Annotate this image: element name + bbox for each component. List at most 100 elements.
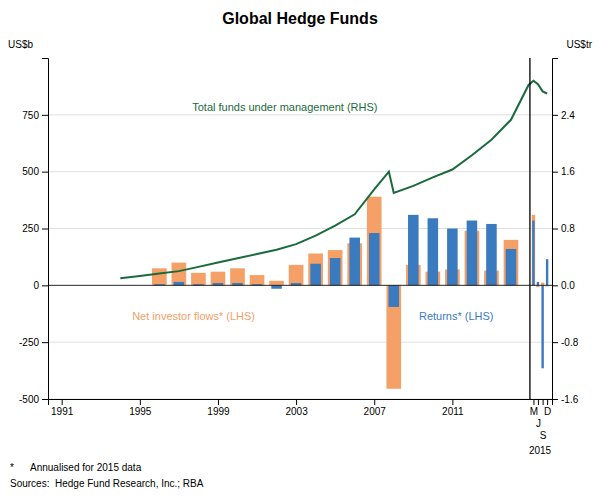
tick: 750 bbox=[22, 110, 48, 121]
tick-label: 0.0 bbox=[561, 280, 575, 291]
tick: 1991 bbox=[51, 399, 74, 417]
tick: 500 bbox=[22, 166, 48, 177]
bar bbox=[504, 240, 519, 285]
grid-line bbox=[48, 285, 552, 286]
tick-mark bbox=[42, 342, 48, 343]
tick: 0 bbox=[33, 280, 48, 291]
tick-mark bbox=[552, 342, 558, 343]
axis-line bbox=[553, 59, 559, 400]
tick: -0.8 bbox=[552, 337, 579, 348]
tick: 1.6 bbox=[552, 166, 575, 177]
tick-mark bbox=[140, 399, 141, 405]
tick-label: M bbox=[530, 406, 538, 417]
tick-mark bbox=[452, 399, 453, 405]
bar bbox=[172, 263, 187, 286]
bar bbox=[310, 264, 321, 286]
bar bbox=[506, 249, 517, 285]
series-label: Net investor flows* (LHS) bbox=[132, 310, 255, 322]
bar bbox=[537, 282, 539, 285]
tick: D bbox=[544, 399, 551, 417]
tick-mark bbox=[374, 399, 375, 405]
tick-label: 500 bbox=[22, 166, 39, 177]
footnote: Sources: Hedge Fund Research, Inc.; RBA bbox=[10, 478, 204, 489]
tick-label: -0.8 bbox=[561, 337, 579, 348]
tick-mark bbox=[42, 285, 48, 286]
bar bbox=[289, 265, 304, 285]
bar bbox=[349, 238, 360, 286]
bar bbox=[211, 272, 226, 286]
separator-line bbox=[529, 58, 530, 399]
bar bbox=[546, 259, 548, 285]
bar bbox=[269, 281, 284, 286]
line bbox=[120, 81, 547, 278]
grid-line bbox=[48, 342, 552, 343]
series-label: Total funds under management (RHS) bbox=[192, 101, 377, 113]
axis-title: US$b bbox=[8, 39, 33, 50]
bar bbox=[328, 250, 343, 285]
tick-label: -500 bbox=[19, 394, 39, 405]
tick-mark bbox=[42, 399, 48, 400]
plot-area bbox=[48, 58, 552, 399]
tick-mark bbox=[552, 172, 558, 173]
bar bbox=[408, 215, 419, 285]
tick-label: 2007 bbox=[364, 406, 387, 417]
tick-label: 750 bbox=[22, 110, 39, 121]
tick-mark bbox=[552, 229, 558, 230]
axis-title: US$tr bbox=[566, 39, 592, 50]
tick: -250 bbox=[19, 337, 48, 348]
tick-label: 0 bbox=[33, 280, 39, 291]
axis: -500 -250 0 250 500 750 bbox=[19, 59, 49, 405]
bar bbox=[386, 285, 401, 388]
bar bbox=[447, 229, 458, 286]
tick-mark bbox=[552, 285, 558, 286]
axis-line bbox=[42, 59, 49, 400]
tick: 2003 bbox=[285, 399, 308, 417]
tick-label: D bbox=[544, 406, 551, 417]
tick-mark bbox=[547, 399, 548, 405]
bar bbox=[388, 285, 399, 307]
tick: 0.8 bbox=[552, 223, 575, 234]
tick-label: S bbox=[540, 430, 547, 441]
bar-series bbox=[154, 215, 548, 368]
series-label: Returns* (LHS) bbox=[419, 310, 494, 322]
tick-mark bbox=[42, 115, 48, 116]
tick-mark bbox=[552, 115, 558, 116]
tick-mark bbox=[538, 399, 539, 405]
tick-label: 0.8 bbox=[561, 223, 575, 234]
tick: 2007 bbox=[364, 399, 387, 417]
tick-mark bbox=[543, 399, 544, 405]
tick-label: J bbox=[536, 418, 541, 429]
bar bbox=[532, 221, 534, 286]
axis: 199119951999200320072011MJSD bbox=[49, 399, 553, 441]
bar-series bbox=[152, 197, 549, 389]
bar bbox=[467, 221, 478, 286]
tick-mark bbox=[42, 172, 48, 173]
tick-mark bbox=[62, 399, 63, 405]
bar bbox=[174, 282, 185, 285]
tick-mark bbox=[42, 229, 48, 230]
tick-label: 1991 bbox=[51, 406, 74, 417]
tick: 250 bbox=[22, 223, 48, 234]
tick-label: 1.6 bbox=[561, 166, 575, 177]
grid-line bbox=[48, 114, 552, 115]
tick-label: 2.4 bbox=[561, 110, 575, 121]
tick-label: 2003 bbox=[285, 406, 308, 417]
tick-label: 1995 bbox=[129, 406, 152, 417]
bar bbox=[308, 254, 323, 286]
tick: -1.6 bbox=[552, 394, 579, 405]
tick: J bbox=[536, 399, 541, 429]
tick-mark bbox=[533, 399, 534, 405]
bar bbox=[541, 283, 544, 286]
bar bbox=[367, 197, 382, 286]
bar bbox=[532, 215, 535, 285]
tick: M bbox=[530, 399, 538, 417]
bar bbox=[486, 224, 497, 285]
grid-line bbox=[48, 171, 552, 172]
tick-label: 250 bbox=[22, 223, 39, 234]
tick-label: -250 bbox=[19, 337, 39, 348]
title: Global Hedge Funds bbox=[222, 10, 378, 27]
zero-line bbox=[48, 285, 552, 286]
tick: -500 bbox=[19, 394, 48, 405]
bar bbox=[541, 285, 543, 368]
bar bbox=[428, 218, 439, 285]
